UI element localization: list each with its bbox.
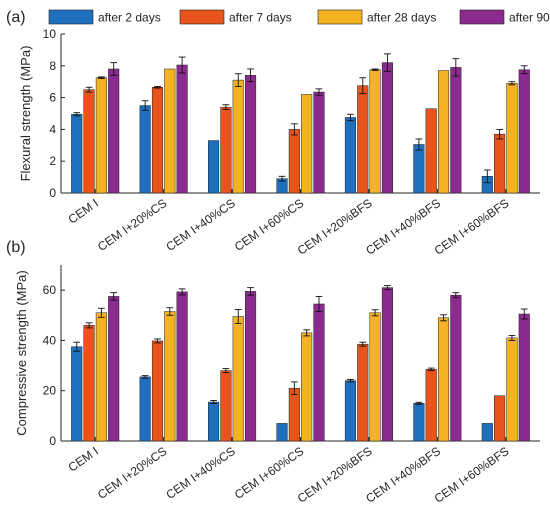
x-tick-label: CEM I+20%BFS bbox=[295, 196, 375, 258]
bar bbox=[220, 106, 232, 194]
bar bbox=[369, 69, 381, 194]
bar bbox=[301, 332, 313, 442]
bar bbox=[288, 129, 300, 194]
legend-label: after 2 days bbox=[98, 11, 161, 25]
panel-label: (a) bbox=[6, 9, 26, 26]
bar bbox=[244, 291, 257, 442]
bar bbox=[95, 77, 107, 194]
bar bbox=[276, 423, 288, 442]
x-tick-label: CEM I+20%CS bbox=[95, 196, 169, 254]
bar bbox=[381, 287, 393, 442]
bar bbox=[108, 296, 120, 442]
bar bbox=[450, 67, 462, 194]
bar bbox=[288, 387, 300, 442]
bar bbox=[71, 114, 83, 194]
bar bbox=[369, 312, 381, 442]
legend-swatch bbox=[48, 9, 94, 25]
bar bbox=[176, 291, 188, 442]
y-tick-label: 6 bbox=[49, 91, 56, 105]
bar bbox=[232, 316, 244, 442]
bar bbox=[108, 68, 120, 194]
bar bbox=[176, 64, 188, 194]
bar bbox=[357, 85, 369, 194]
y-tick-label: 2 bbox=[49, 154, 56, 168]
bar bbox=[139, 105, 151, 194]
bar bbox=[425, 108, 437, 194]
bar bbox=[481, 423, 493, 442]
bar bbox=[506, 337, 518, 442]
bar bbox=[220, 370, 232, 442]
legend: after 2 days after 7 days after 28 days aft… bbox=[48, 9, 550, 25]
bar bbox=[437, 317, 450, 442]
bar bbox=[301, 94, 313, 194]
legend-label: after 28 days bbox=[367, 11, 436, 25]
bar bbox=[83, 89, 95, 194]
bar bbox=[413, 144, 425, 194]
y-axis-label: Flexural strength (MPa) bbox=[18, 46, 33, 182]
compressive-strength-chart: (b) Compressive strength (MPa) 0 20 40 60 CEM … bbox=[6, 239, 540, 506]
legend-swatch bbox=[459, 9, 505, 25]
bar bbox=[437, 70, 450, 194]
y-tick-label: 0 bbox=[49, 434, 56, 448]
bar bbox=[425, 369, 437, 442]
bar bbox=[313, 91, 325, 194]
bar bbox=[344, 380, 357, 442]
bar bbox=[95, 312, 107, 442]
panel-label: (b) bbox=[6, 239, 26, 256]
x-tick-label: CEM I+60%BFS bbox=[432, 444, 512, 506]
legend-label: after 7 days bbox=[229, 11, 292, 25]
bar bbox=[357, 343, 369, 442]
bar bbox=[244, 75, 257, 194]
bar bbox=[381, 62, 393, 194]
x-tick-label: CEM I+40%BFS bbox=[363, 444, 443, 506]
bar bbox=[71, 346, 83, 442]
bar bbox=[344, 117, 357, 194]
bar bbox=[164, 68, 176, 194]
bar bbox=[208, 140, 220, 194]
x-tick-label: CEM I+20%BFS bbox=[295, 444, 375, 506]
bar bbox=[450, 294, 462, 442]
y-tick-label: 10 bbox=[43, 27, 57, 41]
x-tick-label: CEM I bbox=[66, 196, 101, 227]
bar bbox=[413, 403, 425, 442]
bar bbox=[208, 401, 220, 442]
bar bbox=[313, 303, 325, 442]
y-tick-label: 20 bbox=[43, 384, 57, 398]
x-tick-label: CEM I bbox=[66, 444, 101, 475]
x-tick-label: CEM I+60%BFS bbox=[432, 196, 512, 258]
bar bbox=[494, 133, 506, 194]
bar bbox=[232, 79, 244, 194]
y-tick-label: 4 bbox=[49, 122, 56, 136]
y-tick-label: 60 bbox=[43, 283, 57, 297]
bar bbox=[494, 395, 506, 442]
x-tick-label: CEM I+20%CS bbox=[95, 444, 169, 502]
bar bbox=[139, 376, 151, 442]
legend-swatch bbox=[317, 9, 363, 25]
bar bbox=[151, 340, 164, 442]
y-axis-label: Compressive strength (MPa) bbox=[14, 270, 29, 435]
bar bbox=[518, 313, 530, 442]
bar bbox=[151, 87, 164, 194]
bar bbox=[164, 311, 176, 442]
legend-label: after 90 days bbox=[509, 11, 550, 25]
bar bbox=[506, 83, 518, 194]
x-tick-label: CEM I+40%CS bbox=[163, 196, 237, 254]
y-tick-label: 8 bbox=[49, 59, 56, 73]
y-tick-label: 40 bbox=[43, 333, 57, 347]
x-tick-label: CEM I+40%CS bbox=[163, 444, 237, 502]
y-tick-label: 0 bbox=[49, 186, 56, 200]
legend-swatch bbox=[179, 9, 225, 25]
bar bbox=[83, 325, 95, 442]
bar bbox=[518, 69, 530, 194]
x-tick-label: CEM I+40%BFS bbox=[363, 196, 443, 258]
